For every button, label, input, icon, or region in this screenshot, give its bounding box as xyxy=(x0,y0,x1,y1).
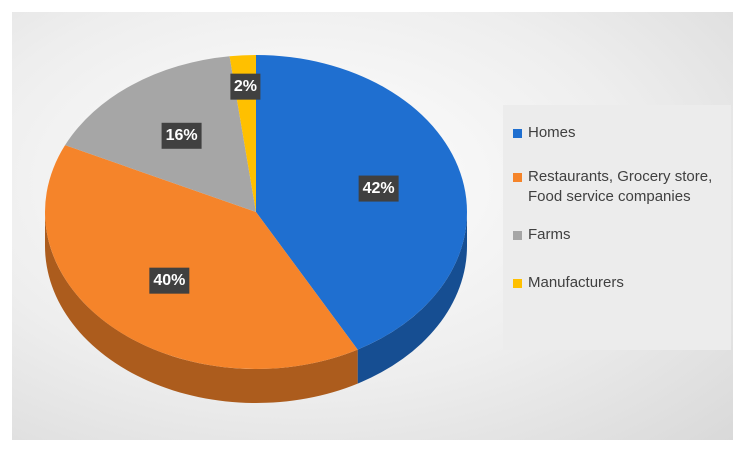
legend-item: Restaurants, Grocery store, Food service… xyxy=(513,167,721,207)
data-label-box xyxy=(230,73,261,100)
data-label: 2% xyxy=(234,78,257,95)
legend-item: Homes xyxy=(513,123,721,143)
data-label-box xyxy=(161,122,202,149)
legend-swatch xyxy=(513,231,522,240)
legend-swatch xyxy=(513,173,522,182)
data-label-box xyxy=(358,175,399,202)
legend-swatch xyxy=(513,129,522,138)
pie-slice xyxy=(256,55,468,350)
legend-label: Manufacturers xyxy=(528,274,624,291)
legend-label: Homes xyxy=(528,124,576,141)
pie-slice xyxy=(65,56,257,212)
data-label: 16% xyxy=(166,127,198,144)
data-label: 40% xyxy=(153,272,185,289)
pie-slice-side xyxy=(357,212,467,384)
data-label: 42% xyxy=(363,180,395,197)
legend-item: Manufacturers xyxy=(513,273,721,293)
pie-slice xyxy=(44,145,358,369)
legend-label: Farms xyxy=(528,226,571,243)
data-label-box xyxy=(149,267,190,294)
legend-swatch xyxy=(513,279,522,288)
legend-label: Restaurants, Grocery store, Food service… xyxy=(528,168,713,205)
legend: Homes Restaurants, Grocery store, Food se… xyxy=(503,105,731,350)
legend-item: Farms xyxy=(513,225,721,245)
pie-slice-side xyxy=(45,212,358,403)
